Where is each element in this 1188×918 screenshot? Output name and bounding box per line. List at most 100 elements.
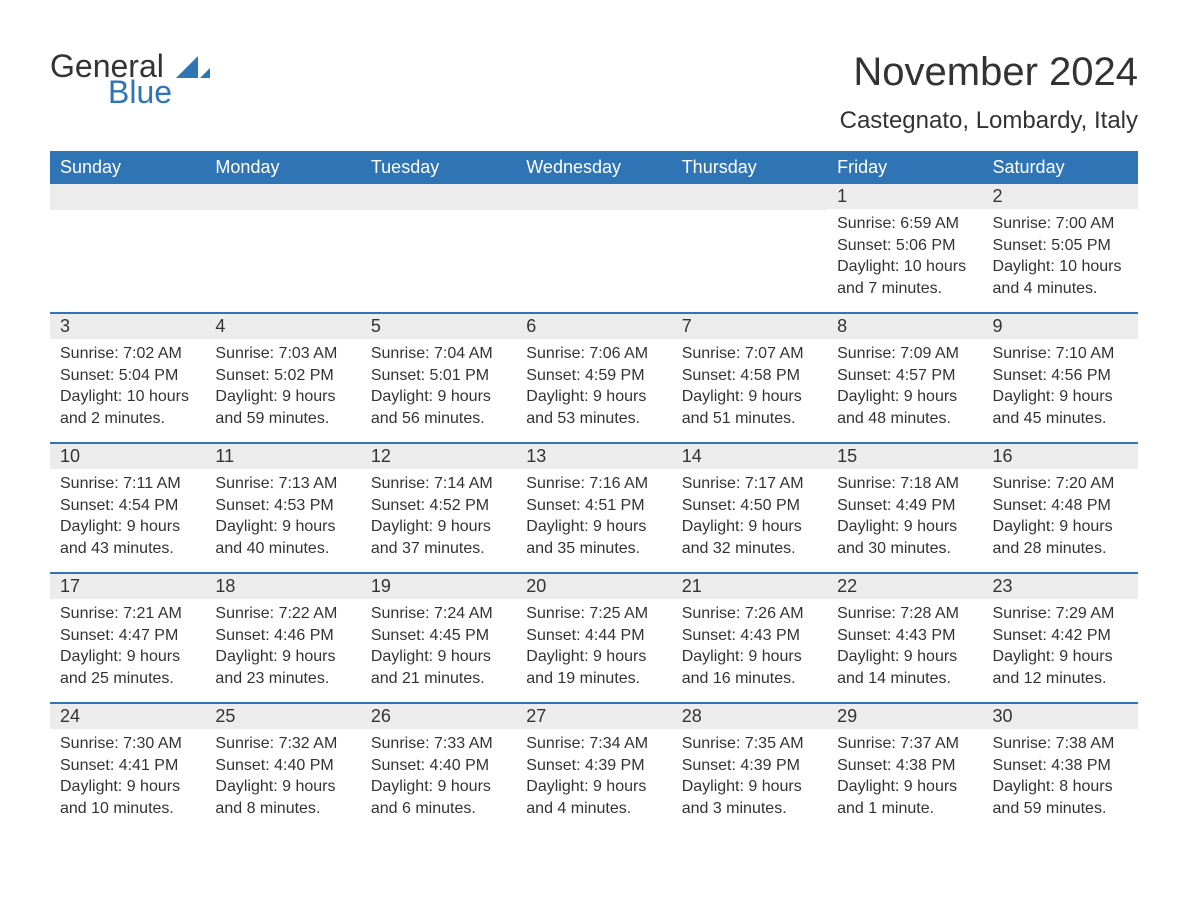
sunset-text: Sunset: 4:41 PM xyxy=(60,755,195,777)
day-header-sat: Saturday xyxy=(983,151,1138,184)
day-cell: 8Sunrise: 7:09 AMSunset: 4:57 PMDaylight… xyxy=(827,314,982,442)
daylight-line2: and 6 minutes. xyxy=(371,798,506,820)
daylight-line1: Daylight: 9 hours xyxy=(526,646,661,668)
daylight-line1: Daylight: 9 hours xyxy=(993,516,1128,538)
sunset-text: Sunset: 5:06 PM xyxy=(837,235,972,257)
day-header-tue: Tuesday xyxy=(361,151,516,184)
day-body: Sunrise: 7:20 AMSunset: 4:48 PMDaylight:… xyxy=(983,469,1138,565)
sunset-text: Sunset: 4:53 PM xyxy=(215,495,350,517)
day-cell: 25Sunrise: 7:32 AMSunset: 4:40 PMDayligh… xyxy=(205,704,360,832)
sunset-text: Sunset: 4:47 PM xyxy=(60,625,195,647)
day-body: Sunrise: 7:11 AMSunset: 4:54 PMDaylight:… xyxy=(50,469,205,565)
daylight-line2: and 12 minutes. xyxy=(993,668,1128,690)
day-cell: 5Sunrise: 7:04 AMSunset: 5:01 PMDaylight… xyxy=(361,314,516,442)
week-row: 10Sunrise: 7:11 AMSunset: 4:54 PMDayligh… xyxy=(50,442,1138,572)
sunrise-text: Sunrise: 7:26 AM xyxy=(682,603,817,625)
day-body: Sunrise: 7:16 AMSunset: 4:51 PMDaylight:… xyxy=(516,469,671,565)
day-cell: 4Sunrise: 7:03 AMSunset: 5:02 PMDaylight… xyxy=(205,314,360,442)
sunrise-text: Sunrise: 7:24 AM xyxy=(371,603,506,625)
sunrise-text: Sunrise: 7:28 AM xyxy=(837,603,972,625)
daylight-line2: and 56 minutes. xyxy=(371,408,506,430)
daylight-line2: and 43 minutes. xyxy=(60,538,195,560)
day-cell: 23Sunrise: 7:29 AMSunset: 4:42 PMDayligh… xyxy=(983,574,1138,702)
sunset-text: Sunset: 5:05 PM xyxy=(993,235,1128,257)
week-row: 1Sunrise: 6:59 AMSunset: 5:06 PMDaylight… xyxy=(50,184,1138,312)
day-body: Sunrise: 7:21 AMSunset: 4:47 PMDaylight:… xyxy=(50,599,205,695)
day-number: 18 xyxy=(205,574,360,599)
daylight-line2: and 7 minutes. xyxy=(837,278,972,300)
daylight-line2: and 10 minutes. xyxy=(60,798,195,820)
day-number: 20 xyxy=(516,574,671,599)
daylight-line2: and 16 minutes. xyxy=(682,668,817,690)
day-body: Sunrise: 7:09 AMSunset: 4:57 PMDaylight:… xyxy=(827,339,982,435)
daylight-line1: Daylight: 9 hours xyxy=(993,646,1128,668)
day-header-thu: Thursday xyxy=(672,151,827,184)
sunset-text: Sunset: 4:42 PM xyxy=(993,625,1128,647)
day-number: 15 xyxy=(827,444,982,469)
sunrise-text: Sunrise: 7:21 AM xyxy=(60,603,195,625)
daylight-line2: and 4 minutes. xyxy=(526,798,661,820)
daylight-line1: Daylight: 9 hours xyxy=(837,516,972,538)
daylight-line2: and 40 minutes. xyxy=(215,538,350,560)
day-body: Sunrise: 7:17 AMSunset: 4:50 PMDaylight:… xyxy=(672,469,827,565)
daylight-line1: Daylight: 9 hours xyxy=(526,516,661,538)
day-number: 25 xyxy=(205,704,360,729)
logo-blue: Blue xyxy=(108,76,172,108)
sunset-text: Sunset: 4:43 PM xyxy=(837,625,972,647)
sunset-text: Sunset: 4:46 PM xyxy=(215,625,350,647)
day-body: Sunrise: 7:34 AMSunset: 4:39 PMDaylight:… xyxy=(516,729,671,825)
day-number: 29 xyxy=(827,704,982,729)
sunrise-text: Sunrise: 7:38 AM xyxy=(993,733,1128,755)
day-cell xyxy=(50,184,205,312)
sunset-text: Sunset: 4:49 PM xyxy=(837,495,972,517)
daylight-line2: and 19 minutes. xyxy=(526,668,661,690)
sunrise-text: Sunrise: 7:06 AM xyxy=(526,343,661,365)
daylight-line1: Daylight: 8 hours xyxy=(993,776,1128,798)
daylight-line2: and 35 minutes. xyxy=(526,538,661,560)
sunrise-text: Sunrise: 7:25 AM xyxy=(526,603,661,625)
day-number: 9 xyxy=(983,314,1138,339)
day-number: 22 xyxy=(827,574,982,599)
sunset-text: Sunset: 4:51 PM xyxy=(526,495,661,517)
day-body: Sunrise: 7:25 AMSunset: 4:44 PMDaylight:… xyxy=(516,599,671,695)
daylight-line2: and 14 minutes. xyxy=(837,668,972,690)
sunrise-text: Sunrise: 7:35 AM xyxy=(682,733,817,755)
daylight-line2: and 30 minutes. xyxy=(837,538,972,560)
sunrise-text: Sunrise: 7:13 AM xyxy=(215,473,350,495)
daylight-line1: Daylight: 9 hours xyxy=(837,646,972,668)
sunrise-text: Sunrise: 7:32 AM xyxy=(215,733,350,755)
day-number: 28 xyxy=(672,704,827,729)
sunrise-text: Sunrise: 7:16 AM xyxy=(526,473,661,495)
sunset-text: Sunset: 4:38 PM xyxy=(993,755,1128,777)
day-cell: 9Sunrise: 7:10 AMSunset: 4:56 PMDaylight… xyxy=(983,314,1138,442)
day-body: Sunrise: 7:33 AMSunset: 4:40 PMDaylight:… xyxy=(361,729,516,825)
daylight-line2: and 37 minutes. xyxy=(371,538,506,560)
empty-day-bar xyxy=(361,184,516,210)
day-body: Sunrise: 7:18 AMSunset: 4:49 PMDaylight:… xyxy=(827,469,982,565)
daylight-line1: Daylight: 9 hours xyxy=(371,516,506,538)
logo: General Blue xyxy=(50,50,210,108)
daylight-line1: Daylight: 9 hours xyxy=(837,386,972,408)
sunset-text: Sunset: 5:01 PM xyxy=(371,365,506,387)
day-cell: 16Sunrise: 7:20 AMSunset: 4:48 PMDayligh… xyxy=(983,444,1138,572)
day-number: 5 xyxy=(361,314,516,339)
day-cell: 2Sunrise: 7:00 AMSunset: 5:05 PMDaylight… xyxy=(983,184,1138,312)
day-number: 10 xyxy=(50,444,205,469)
daylight-line2: and 53 minutes. xyxy=(526,408,661,430)
day-cell: 26Sunrise: 7:33 AMSunset: 4:40 PMDayligh… xyxy=(361,704,516,832)
day-cell: 12Sunrise: 7:14 AMSunset: 4:52 PMDayligh… xyxy=(361,444,516,572)
day-cell: 14Sunrise: 7:17 AMSunset: 4:50 PMDayligh… xyxy=(672,444,827,572)
sunrise-text: Sunrise: 7:10 AM xyxy=(993,343,1128,365)
day-number: 7 xyxy=(672,314,827,339)
day-body: Sunrise: 7:07 AMSunset: 4:58 PMDaylight:… xyxy=(672,339,827,435)
day-body: Sunrise: 7:35 AMSunset: 4:39 PMDaylight:… xyxy=(672,729,827,825)
sunset-text: Sunset: 4:40 PM xyxy=(215,755,350,777)
sunset-text: Sunset: 5:04 PM xyxy=(60,365,195,387)
sunset-text: Sunset: 4:50 PM xyxy=(682,495,817,517)
sunset-text: Sunset: 4:40 PM xyxy=(371,755,506,777)
day-number: 8 xyxy=(827,314,982,339)
day-cell xyxy=(361,184,516,312)
sunset-text: Sunset: 4:44 PM xyxy=(526,625,661,647)
daylight-line2: and 2 minutes. xyxy=(60,408,195,430)
day-body: Sunrise: 7:22 AMSunset: 4:46 PMDaylight:… xyxy=(205,599,360,695)
